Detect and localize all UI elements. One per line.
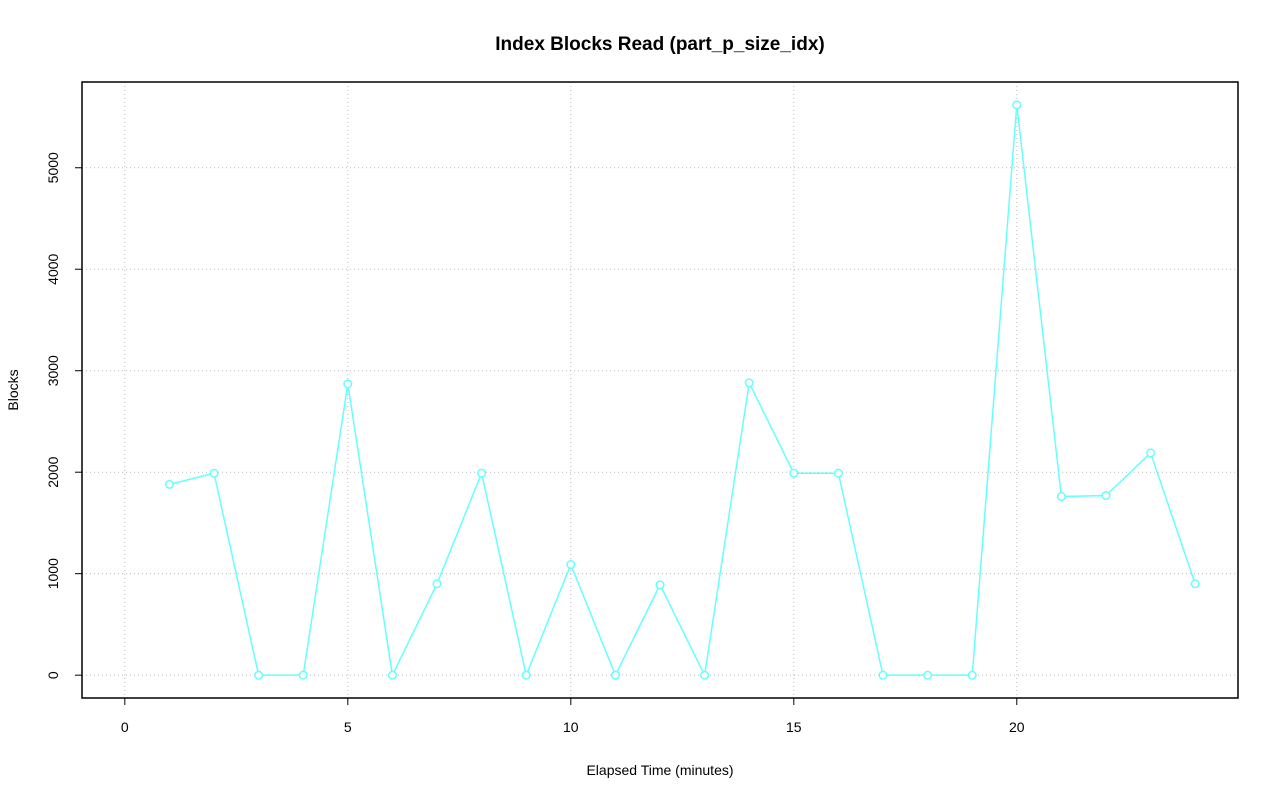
data-point [387,670,397,680]
data-point [477,468,487,478]
data-point [878,670,888,680]
data-point [1190,579,1200,589]
data-point [789,468,799,478]
x-tick-label: 20 [1009,719,1025,735]
data-point [1146,448,1156,458]
y-tick-label: 3000 [45,355,61,386]
y-tick-label: 0 [45,671,61,679]
data-point [610,670,620,680]
x-tick-label: 0 [121,719,129,735]
chart-title: Index Blocks Read (part_p_size_idx) [495,34,824,55]
x-tick-label: 15 [786,719,802,735]
y-tick-label: 2000 [45,456,61,487]
x-tick-label: 10 [563,719,579,735]
data-point [343,379,353,389]
x-axis-label: Elapsed Time (minutes) [586,762,733,778]
data-point [164,479,174,489]
data-point [254,670,264,680]
data-point [833,468,843,478]
x-tick-label: 5 [344,719,352,735]
data-point [521,670,531,680]
data-point [700,670,710,680]
data-point [744,378,754,388]
data-point [1101,490,1111,501]
y-tick-label: 4000 [45,253,61,284]
series-line [169,104,1196,678]
data-point [967,670,977,680]
data-point [432,579,442,589]
data-point [566,560,576,570]
data-point [209,468,219,478]
data-point [655,580,665,590]
y-tick-label: 5000 [45,152,61,183]
plot-frame [81,81,1239,699]
data-point [298,670,308,680]
y-tick-label: 1000 [45,558,61,589]
data-point [1056,492,1066,502]
data-point [1012,100,1022,110]
y-axis-label: Blocks [5,369,21,410]
data-point [923,670,933,680]
